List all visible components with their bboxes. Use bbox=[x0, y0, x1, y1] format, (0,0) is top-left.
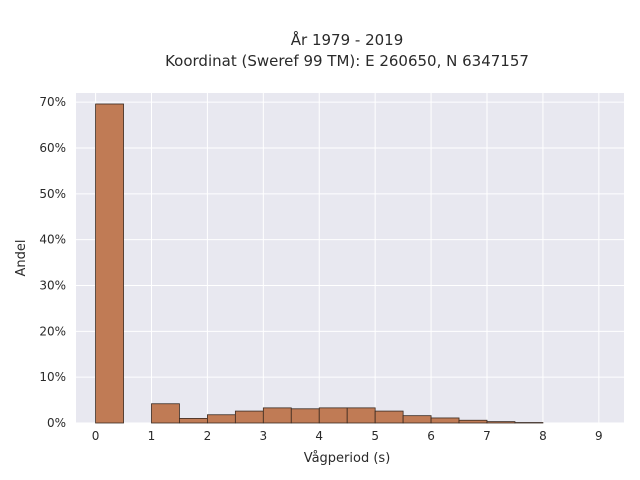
y-tick-label: 40% bbox=[39, 233, 66, 247]
x-tick-label: 3 bbox=[260, 429, 268, 443]
y-tick-label: 20% bbox=[39, 324, 66, 338]
histogram-bar bbox=[318, 407, 348, 424]
histogram-bar bbox=[290, 408, 320, 424]
histogram-bar bbox=[207, 414, 236, 424]
histogram-bar bbox=[430, 417, 460, 424]
histogram-bar bbox=[179, 418, 208, 424]
x-tick-label: 7 bbox=[483, 429, 491, 443]
histogram-bar bbox=[486, 421, 516, 424]
chart-title-line2: Koordinat (Sweref 99 TM): E 260650, N 63… bbox=[165, 52, 529, 70]
x-tick-label: 8 bbox=[539, 429, 547, 443]
y-tick-label: 70% bbox=[39, 95, 66, 109]
y-tick-label: 60% bbox=[39, 141, 66, 155]
histogram-bar bbox=[151, 403, 180, 424]
x-tick-labels: 0 1 2 3 4 5 6 7 8 9 bbox=[92, 429, 603, 443]
x-tick-label: 4 bbox=[315, 429, 323, 443]
x-tick-label: 6 bbox=[427, 429, 435, 443]
x-tick-label: 5 bbox=[371, 429, 379, 443]
y-tick-label: 0% bbox=[47, 416, 66, 430]
x-tick-label: 0 bbox=[92, 429, 100, 443]
histogram-bar bbox=[262, 407, 292, 424]
histogram-bar bbox=[234, 410, 264, 424]
y-tick-label: 50% bbox=[39, 187, 66, 201]
plot-area bbox=[76, 93, 624, 423]
histogram-bar bbox=[346, 407, 376, 424]
histogram-bar bbox=[458, 419, 488, 424]
x-tick-label: 1 bbox=[148, 429, 156, 443]
y-tick-label: 30% bbox=[39, 279, 66, 293]
histogram-bar bbox=[402, 415, 432, 424]
x-tick-label: 9 bbox=[595, 429, 603, 443]
x-tick-label: 2 bbox=[204, 429, 212, 443]
y-tick-labels: 0% 10% 20% 30% 40% 50% 60% 70% bbox=[39, 95, 66, 430]
y-tick-label: 10% bbox=[39, 370, 66, 384]
chart-title-line1: År 1979 - 2019 bbox=[291, 30, 404, 49]
histogram-bar bbox=[95, 103, 124, 424]
x-axis-label: Vågperiod (s) bbox=[304, 451, 391, 466]
y-axis-label: Andel bbox=[14, 240, 29, 277]
histogram-bar bbox=[374, 410, 404, 424]
bars bbox=[95, 103, 544, 424]
